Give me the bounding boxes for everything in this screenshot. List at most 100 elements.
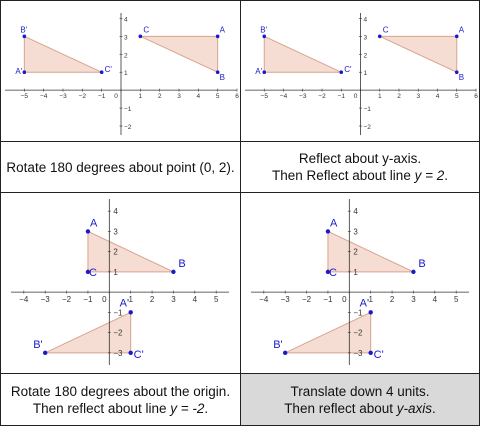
panel-4-x-tick-label: −1 xyxy=(323,295,333,304)
caption-3-line2-pre: Then reflect about line xyxy=(32,400,171,416)
panel-2-label-B: B xyxy=(459,73,464,82)
grid-divider-row2 xyxy=(1,192,479,193)
panel-3-x-tick-label: 0 xyxy=(102,295,107,304)
graph-panel-3: −4 −3 −2 −1 0 1 2 3 4 5 −3 −2 −1 1 2 3 4 A C B A' C' B' xyxy=(1,193,240,373)
panel-4-point-B-prime xyxy=(282,350,288,356)
panel-4-label-B-prime: B' xyxy=(273,339,282,351)
panel-1-y-tick-label: −2 xyxy=(124,124,132,131)
graph-panel-4: −4 −3 −2 −1 0 1 2 3 4 5 −3 −2 −1 1 2 3 4 A C B A' C' B' xyxy=(241,193,479,373)
panel-3-x-tick-label: −2 xyxy=(62,295,72,304)
panel-4-x-tick-label: 4 xyxy=(433,295,438,304)
panel-4-y-tick-label: −2 xyxy=(353,329,363,338)
caption-4-line2-pre: Then reflect about xyxy=(284,400,397,416)
panel-2-y-tick-label: −1 xyxy=(364,106,372,113)
panel-2-label-A: A xyxy=(459,25,465,34)
panel-1-point-C-prime xyxy=(99,70,104,75)
graph-panel-1: −5 −4 −3 −2 −1 0 1 2 3 4 5 6 −2 −1 1 2 3 4 B' A' C' C A B xyxy=(1,1,240,141)
panel-1-x-tick-label: 4 xyxy=(197,93,201,100)
panel-2-point-B-prime xyxy=(262,34,267,39)
panel-3-triangle-original xyxy=(87,230,174,273)
panel-1-x-tick-label: 3 xyxy=(177,93,181,100)
panel-4-y-tick-label: −1 xyxy=(353,308,363,317)
panel-3-label-C-prime: C' xyxy=(134,349,144,361)
panel-1-point-A-prime xyxy=(22,70,27,75)
panel-1-triangle-original xyxy=(140,35,219,73)
panel-3-point-A-prime xyxy=(128,310,133,315)
panel-4-label-B: B xyxy=(418,258,425,270)
panel-1-point-C xyxy=(138,34,143,39)
panel-2-x-tick-label: −1 xyxy=(338,93,346,100)
panel-4-label-A-prime: A' xyxy=(360,297,369,309)
caption-3-line2-italic: y = -2 xyxy=(170,400,205,416)
panel-3-x-tick-label: 4 xyxy=(193,295,198,304)
graph-panel-2-svg: −5 −4 −3 −2 −1 0 1 2 3 4 5 6 −2 −1 1 2 3 4 B' A' C' C A B xyxy=(245,13,478,135)
panel-4-x-tick-label: 3 xyxy=(411,295,416,304)
panel-4-x-tick-label: 0 xyxy=(342,295,347,304)
panel-4-y-tick-label: 3 xyxy=(353,227,358,236)
panel-4-x-tick-label: 5 xyxy=(454,295,459,304)
panel-2-point-A xyxy=(454,34,459,39)
panel-3-y-tick-label: 2 xyxy=(113,248,118,257)
caption-2: Reflect about y-axis. Then Reflect about… xyxy=(241,142,479,192)
panel-2-x-tick-label: 3 xyxy=(416,93,420,100)
panel-2-x-tick-label: −5 xyxy=(261,93,269,100)
panel-4-x-tick-label: 2 xyxy=(390,295,395,304)
panel-1-label-C-prime: C' xyxy=(105,65,113,74)
panel-3-label-B-prime: B' xyxy=(33,339,42,351)
panel-2-y-tick-label: 2 xyxy=(364,52,368,59)
panel-3-label-A-prime: A' xyxy=(120,297,129,309)
grid-divider-row1 xyxy=(1,141,479,142)
panel-3-point-B-prime xyxy=(42,350,48,356)
panel-3-y-tick-label: −1 xyxy=(113,308,123,317)
graph-panel-3-svg: −4 −3 −2 −1 0 1 2 3 4 5 −3 −2 −1 1 2 3 4 A C B A' C' B' xyxy=(11,199,229,365)
panel-3-point-C-prime xyxy=(128,350,133,356)
panel-3-x-tick-label: −3 xyxy=(41,295,51,304)
panel-2-triangle-image xyxy=(263,35,342,73)
panel-3-label-C: C xyxy=(89,267,97,279)
caption-2-line1: Reflect about y-axis. xyxy=(298,151,422,166)
caption-2-line2-pre: Then Reflect about line xyxy=(271,168,415,183)
panel-2-label-A-prime: A' xyxy=(255,67,262,76)
panel-4-x-tick-label: 1 xyxy=(368,295,373,304)
caption-3-line1: Rotate 180 degrees about the origin. xyxy=(10,383,231,399)
panel-3-point-B xyxy=(171,269,176,275)
panel-1-label-B: B xyxy=(220,73,225,82)
panel-3-y-tick-label: −3 xyxy=(113,349,123,358)
caption-4-line2-post: . xyxy=(432,400,436,416)
panel-2-x-tick-label: 5 xyxy=(455,93,459,100)
graph-panel-2: −5 −4 −3 −2 −1 0 1 2 3 4 5 6 −2 −1 1 2 3 4 B' A' C' C A B xyxy=(241,1,479,141)
panel-4-point-A-prime xyxy=(368,310,373,315)
panel-1-point-B-prime xyxy=(22,34,27,39)
panel-2-label-C: C xyxy=(383,25,389,34)
panel-4-point-C xyxy=(325,269,331,275)
caption-1: Rotate 180 degrees about point (0, 2). xyxy=(1,142,240,192)
panel-3-point-A xyxy=(85,229,91,234)
panel-2-x-tick-label: −2 xyxy=(318,93,326,100)
panel-1-label-B-prime: B' xyxy=(20,25,27,34)
panel-2-triangle-original xyxy=(379,35,458,73)
caption-3-line2-post: . xyxy=(204,400,209,416)
panel-2-label-B-prime: B' xyxy=(260,25,267,34)
panel-4-label-A: A xyxy=(330,217,338,229)
grid-divider-vertical xyxy=(240,1,241,425)
panel-2-x-tick-label: −4 xyxy=(280,93,288,100)
panel-2-y-tick-label: −2 xyxy=(364,124,372,131)
panel-1-point-A xyxy=(215,34,220,39)
graph-panel-1-svg: −5 −4 −3 −2 −1 0 1 2 3 4 5 6 −2 −1 1 2 3 4 B' A' C' C A B xyxy=(5,13,239,135)
panel-3-y-tick-label: −2 xyxy=(113,329,123,338)
panel-1-y-tick-label: 3 xyxy=(124,34,128,41)
caption-4: Translate down 4 units. Then reflect abo… xyxy=(241,374,479,425)
panel-1-x-tick-label: 5 xyxy=(216,93,220,100)
graph-panel-4-svg: −4 −3 −2 −1 0 1 2 3 4 5 −3 −2 −1 1 2 3 4 A C B A' C' B' xyxy=(251,199,469,365)
panel-1-y-tick-label: 1 xyxy=(124,70,128,77)
panel-1-x-tick-label: 2 xyxy=(158,93,162,100)
panel-1-x-tick-label: 0 xyxy=(114,93,118,100)
panel-2-label-C-prime: C' xyxy=(344,65,352,74)
panel-3-y-tick-label: 3 xyxy=(113,227,118,236)
caption-2-line2: Then Reflect about line y = 2. xyxy=(272,167,448,184)
panel-1-label-C: C xyxy=(143,25,149,34)
panel-4-point-C-prime xyxy=(368,350,373,356)
panel-4-x-tick-label: −2 xyxy=(302,295,312,304)
panel-3-y-tick-label: 1 xyxy=(113,268,118,277)
panel-2-x-tick-label: 4 xyxy=(436,93,440,100)
